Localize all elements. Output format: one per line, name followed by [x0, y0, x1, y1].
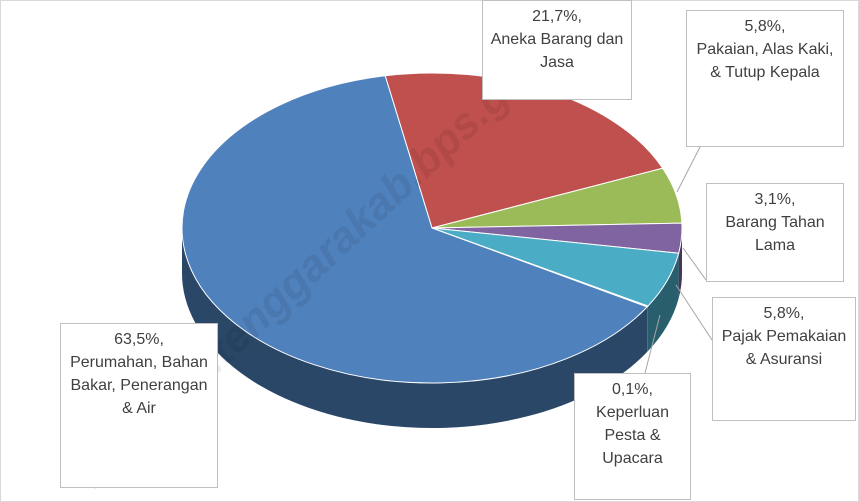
category-label: Aneka Barang dan Jasa: [490, 31, 624, 71]
data-label: 63,5%, Perumahan, Bahan Bakar, Penerangan…: [60, 323, 218, 488]
value-label: 3,1%,: [754, 191, 796, 208]
slice-side: [678, 228, 682, 299]
slice-side-shade: [647, 253, 679, 352]
slice-side: [182, 228, 648, 428]
data-label: 21,7%, Aneka Barang dan Jasa: [482, 0, 632, 100]
data-label: 5,8%, Pajak Pemakaian & Asuransi: [712, 297, 856, 421]
slice-side-shade: [182, 228, 648, 428]
data-label: 0,1%, Keperluan Pesta & Upacara: [574, 373, 691, 500]
category-label: Pajak Pemakaian & Asuransi: [721, 328, 847, 368]
value-label: 63,5%,: [114, 331, 164, 348]
category-label: Pakaian, Alas Kaki, & Tutup Kepala: [696, 41, 834, 81]
leader-line: [644, 314, 661, 374]
category-label: Keperluan Pesta & Upacara: [596, 404, 669, 467]
value-label: 0,1%,: [612, 381, 653, 398]
data-label: 5,8%, Pakaian, Alas Kaki, & Tutup Kepala: [686, 10, 844, 147]
value-label: 5,8%,: [744, 18, 786, 35]
slice-side: [647, 306, 648, 352]
leader-line: [682, 247, 707, 281]
value-label: 21,7%,: [532, 8, 582, 25]
slice-side: [647, 253, 679, 352]
data-label: 3,1%, Barang Tahan Lama: [706, 183, 844, 282]
slice-side-shade: [678, 228, 682, 299]
category-label: Perumahan, Bahan Bakar, Penerangan & Air: [70, 354, 208, 417]
leader-line: [675, 284, 713, 341]
category-label: Barang Tahan Lama: [725, 214, 825, 254]
slice: [181, 75, 649, 384]
leader-line: [676, 146, 701, 193]
slice-side-shade: [647, 306, 648, 352]
value-label: 5,8%,: [763, 305, 805, 322]
